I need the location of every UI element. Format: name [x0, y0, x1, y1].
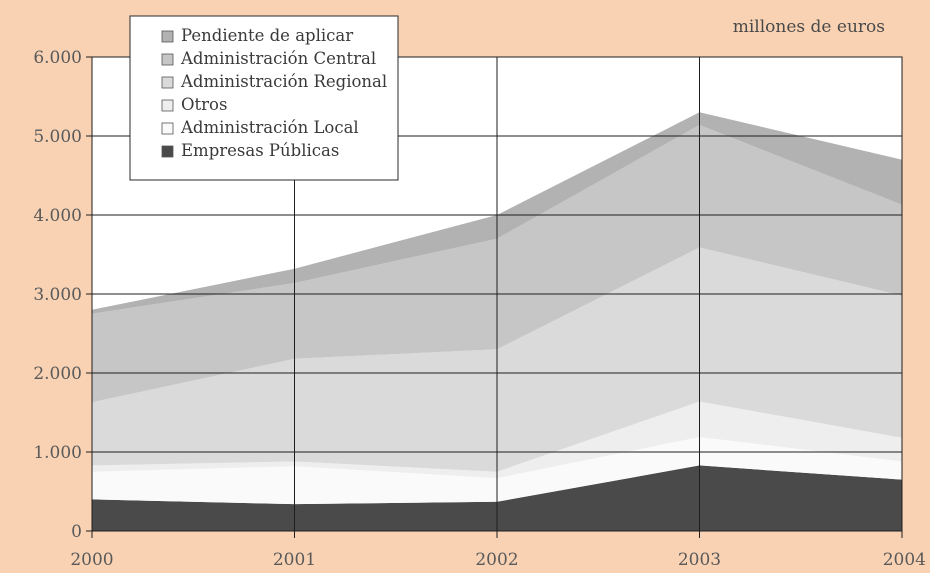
x-tick-label: 2003 — [678, 550, 721, 570]
legend-swatch — [161, 122, 174, 135]
legend: Pendiente de aplicar Administración Centr… — [129, 15, 399, 181]
y-tick-label: 3.000 — [33, 285, 82, 305]
legend-swatch — [161, 99, 174, 112]
legend-item-label: Administración Regional — [180, 72, 387, 91]
x-tick-label: 2002 — [475, 550, 518, 570]
y-tick-label: 5.000 — [33, 127, 82, 147]
legend-swatch — [161, 76, 174, 89]
unit-label: millones de euros — [733, 17, 885, 37]
y-tick-label: 4.000 — [33, 206, 82, 226]
legend-swatch — [161, 53, 174, 66]
y-tick-label: 1.000 — [33, 443, 82, 463]
legend-item-label: Administración Local — [180, 118, 359, 137]
legend-swatch — [161, 30, 174, 43]
legend-item-label: Empresas Públicas — [181, 141, 339, 160]
x-axis-tick-labels: 2000 2001 2002 2003 2004 — [70, 531, 926, 570]
legend-item-label: Otros — [181, 95, 227, 114]
legend-box — [129, 15, 399, 181]
legend-item-label: Administración Central — [180, 49, 376, 68]
y-tick-label: 6.000 — [33, 48, 82, 68]
y-tick-label: 2.000 — [33, 364, 82, 384]
x-tick-label: 2001 — [273, 550, 316, 570]
legend-swatch — [161, 145, 174, 158]
y-tick-label: 0 — [71, 522, 82, 542]
x-tick-label: 2000 — [70, 550, 113, 570]
x-tick-label: 2004 — [883, 550, 926, 570]
legend-item-label: Pendiente de aplicar — [181, 26, 353, 45]
y-axis-tick-labels: 0 1.000 2.000 3.000 4.000 5.000 6.000 — [33, 48, 92, 542]
